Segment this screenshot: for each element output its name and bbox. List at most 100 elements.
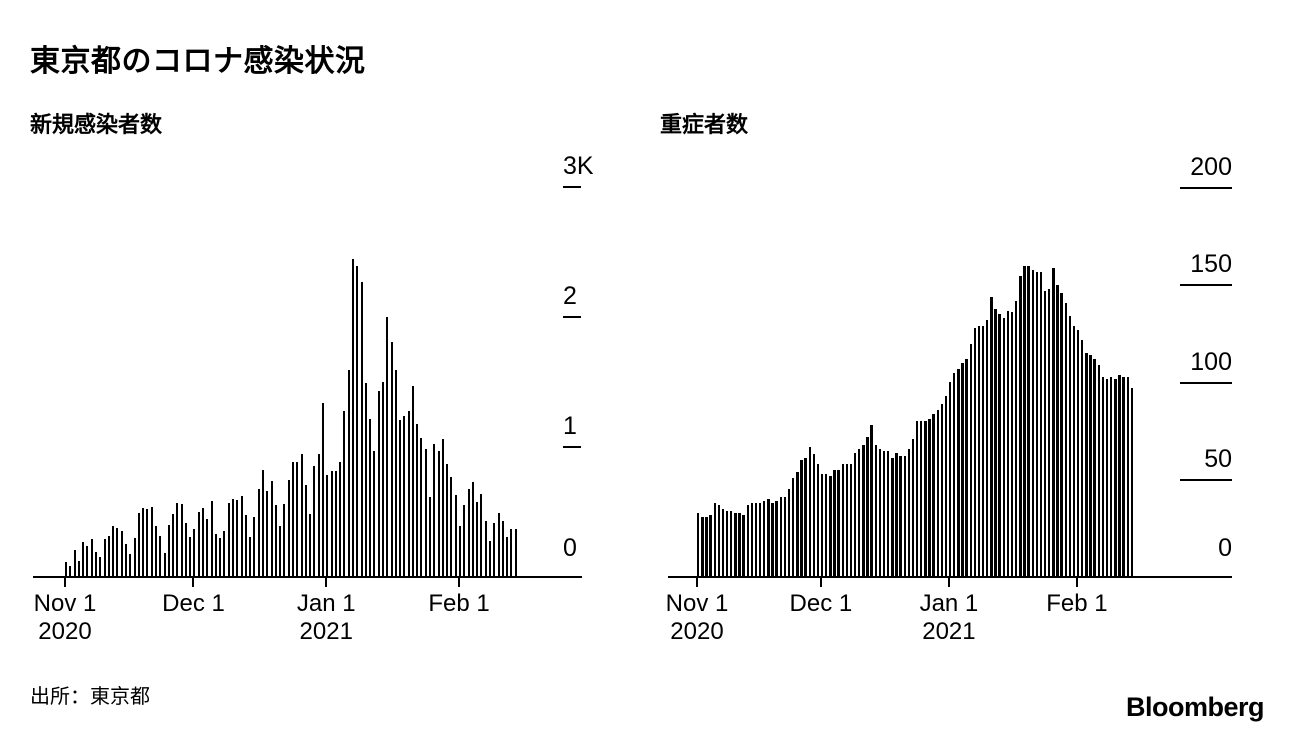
bar [232,499,235,577]
bar [758,503,762,577]
bar [283,504,286,577]
bar [1072,326,1076,577]
page-title: 東京都のコロナ感染状況 [30,45,366,78]
bar [730,511,733,577]
bar [986,320,989,577]
bar [932,414,935,577]
y-tick-dash [1180,187,1232,189]
bar [420,438,423,577]
bar [90,539,93,577]
bar [446,464,449,577]
bar [514,529,517,577]
bar [944,396,948,577]
bar [862,445,865,577]
bar [973,328,977,577]
bar [878,449,882,577]
bar [1002,318,1005,577]
bar [812,454,816,577]
bar [1101,377,1105,577]
bar [1085,353,1088,577]
bar [1010,312,1014,577]
bar [1122,377,1125,577]
bar [202,508,205,577]
x-tick-mark [1075,578,1078,587]
bar [497,513,500,577]
bar [816,464,820,577]
bar [866,437,869,577]
bar [1023,266,1026,577]
bar [911,439,915,577]
bar [1027,266,1030,577]
x-tick-mark [696,578,698,587]
bar [965,359,968,577]
y-axis-label: 0 [1218,534,1232,562]
bar [928,419,931,577]
bar [936,410,939,577]
bar [313,466,316,577]
bar [394,370,397,577]
bar [390,342,393,577]
bar [103,539,106,577]
bar [193,529,196,577]
bar [882,451,886,577]
y-axis-label: 150 [1190,250,1232,279]
bar [1076,330,1080,577]
bar [296,462,299,577]
bar [116,528,119,577]
x-axis-label: Jan 1 2021 [919,590,979,646]
bar [907,449,911,577]
x-tick-mark [192,578,195,587]
bar [407,411,410,577]
bar [721,509,725,577]
bar [411,386,414,577]
bar [429,497,432,577]
x-axis-label: Dec 1 [162,590,225,617]
x-tick-mark [458,578,461,587]
x-axis-label: Nov 1 2020 [665,590,729,646]
bar [994,309,997,577]
bar [977,326,981,577]
bar [210,501,213,577]
bar [948,382,952,577]
source-label: 出所：東京都 [30,686,150,708]
bar [463,505,466,577]
bar [1097,365,1100,577]
bar [713,503,716,577]
bar [339,462,342,577]
bar [506,537,509,577]
bar [227,503,230,577]
bar [330,471,333,577]
bar [244,515,247,577]
y-axis-label: 1 [563,412,577,440]
bar [176,503,179,577]
bar [94,552,97,577]
bar [77,561,80,577]
bar [82,542,85,577]
bar [459,526,462,577]
x-axis-line [668,576,1232,578]
bar [364,383,367,577]
bar [142,508,145,577]
bar [829,476,832,577]
bar [899,456,902,577]
bar [274,505,277,577]
bar [381,382,384,577]
bar [775,501,778,577]
bar [510,529,513,577]
bar [981,326,985,577]
x-tick-mark [819,578,822,587]
x-axis-label: Feb 1 [428,590,490,617]
bar [86,546,89,577]
bar [133,538,136,577]
bar [257,489,260,577]
x-axis-label: Dec 1 [789,590,853,617]
bar [998,314,1001,577]
bar [1048,289,1051,577]
bar [129,554,132,577]
bar [1031,270,1034,577]
bar [253,517,256,577]
bar [886,451,890,577]
bar [321,403,324,577]
bar [347,370,350,577]
bar [236,500,239,577]
